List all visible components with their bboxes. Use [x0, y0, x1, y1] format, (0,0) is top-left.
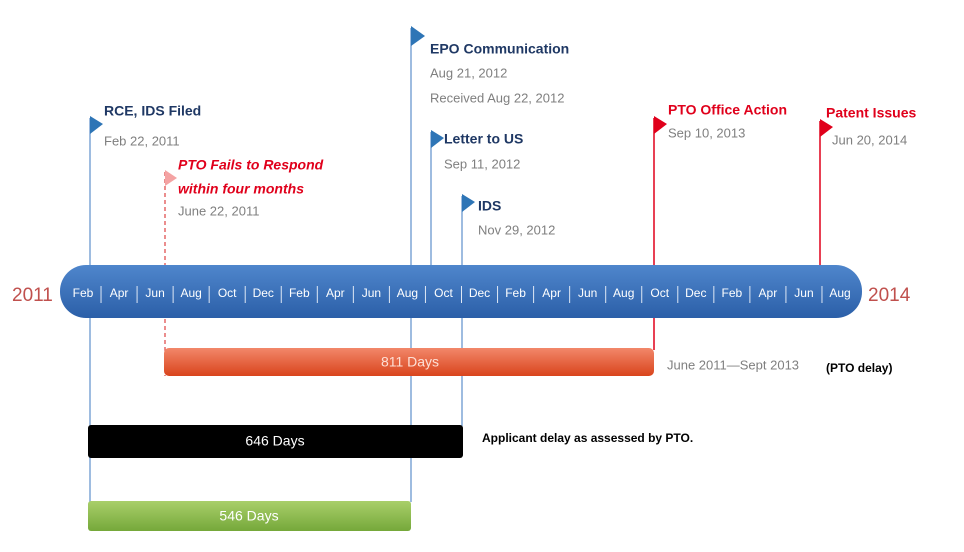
- event-title: within four months: [178, 181, 304, 197]
- month-label: Apr: [542, 286, 561, 300]
- month-label: Feb: [73, 286, 94, 300]
- month-label: Oct: [650, 286, 669, 300]
- event-title: RCE, IDS Filed: [104, 103, 201, 119]
- month-label: Dec: [685, 286, 706, 300]
- end-year: 2014: [868, 285, 911, 306]
- bar-caption: (PTO delay): [826, 361, 892, 375]
- applicant-delay-bar: [88, 425, 463, 458]
- bar-note: June 2011—Sept 2013: [667, 357, 799, 372]
- month-labels: Feb Apr Jun Aug Oct Dec Feb Apr Jun Aug Oct Dec Feb A…: [73, 286, 851, 303]
- event-title: IDS: [478, 198, 501, 214]
- month-label: Dec: [469, 286, 490, 300]
- event-date: Received Aug 22, 2012: [430, 90, 564, 105]
- month-label: Dec: [253, 286, 274, 300]
- event-title: Patent Issues: [826, 105, 916, 121]
- month-label: Oct: [434, 286, 453, 300]
- pto-delay-bar: [164, 348, 654, 376]
- month-label: Aug: [829, 286, 850, 300]
- month-label: Jun: [794, 286, 813, 300]
- event-date: Feb 22, 2011: [104, 133, 180, 148]
- event-title: PTO Office Action: [668, 102, 787, 118]
- event-title: PTO Fails to Respond: [178, 157, 324, 173]
- bar-caption: Applicant delay as assessed by PTO.: [482, 431, 693, 445]
- event-title: Letter to US: [444, 131, 523, 147]
- event-date: Sep 11, 2012: [444, 156, 520, 171]
- month-label: Jun: [578, 286, 597, 300]
- month-label: Feb: [505, 286, 526, 300]
- month-label: Oct: [218, 286, 237, 300]
- month-label: Aug: [397, 286, 418, 300]
- month-label: Feb: [722, 286, 743, 300]
- month-label: Aug: [613, 286, 634, 300]
- event-date: Sep 10, 2013: [668, 125, 745, 140]
- event-date: Aug 21, 2012: [430, 65, 507, 80]
- event-date: Nov 29, 2012: [478, 222, 555, 237]
- month-label: Feb: [289, 286, 310, 300]
- flags: [90, 26, 833, 212]
- month-label: Jun: [362, 286, 381, 300]
- month-label: Apr: [110, 286, 129, 300]
- month-label: Jun: [145, 286, 164, 300]
- month-label: Apr: [326, 286, 345, 300]
- month-label: Apr: [759, 286, 778, 300]
- event-title: EPO Communication: [430, 41, 569, 57]
- green-bar: [88, 501, 411, 531]
- start-year: 2011: [12, 285, 53, 306]
- bar-label: 646 Days: [245, 433, 304, 449]
- event-date: Jun 20, 2014: [832, 132, 907, 147]
- month-label: Aug: [180, 286, 201, 300]
- event-date: June 22, 2011: [178, 203, 259, 218]
- bar-label: 546 Days: [219, 508, 278, 524]
- bar-label: 811 Days: [381, 354, 439, 370]
